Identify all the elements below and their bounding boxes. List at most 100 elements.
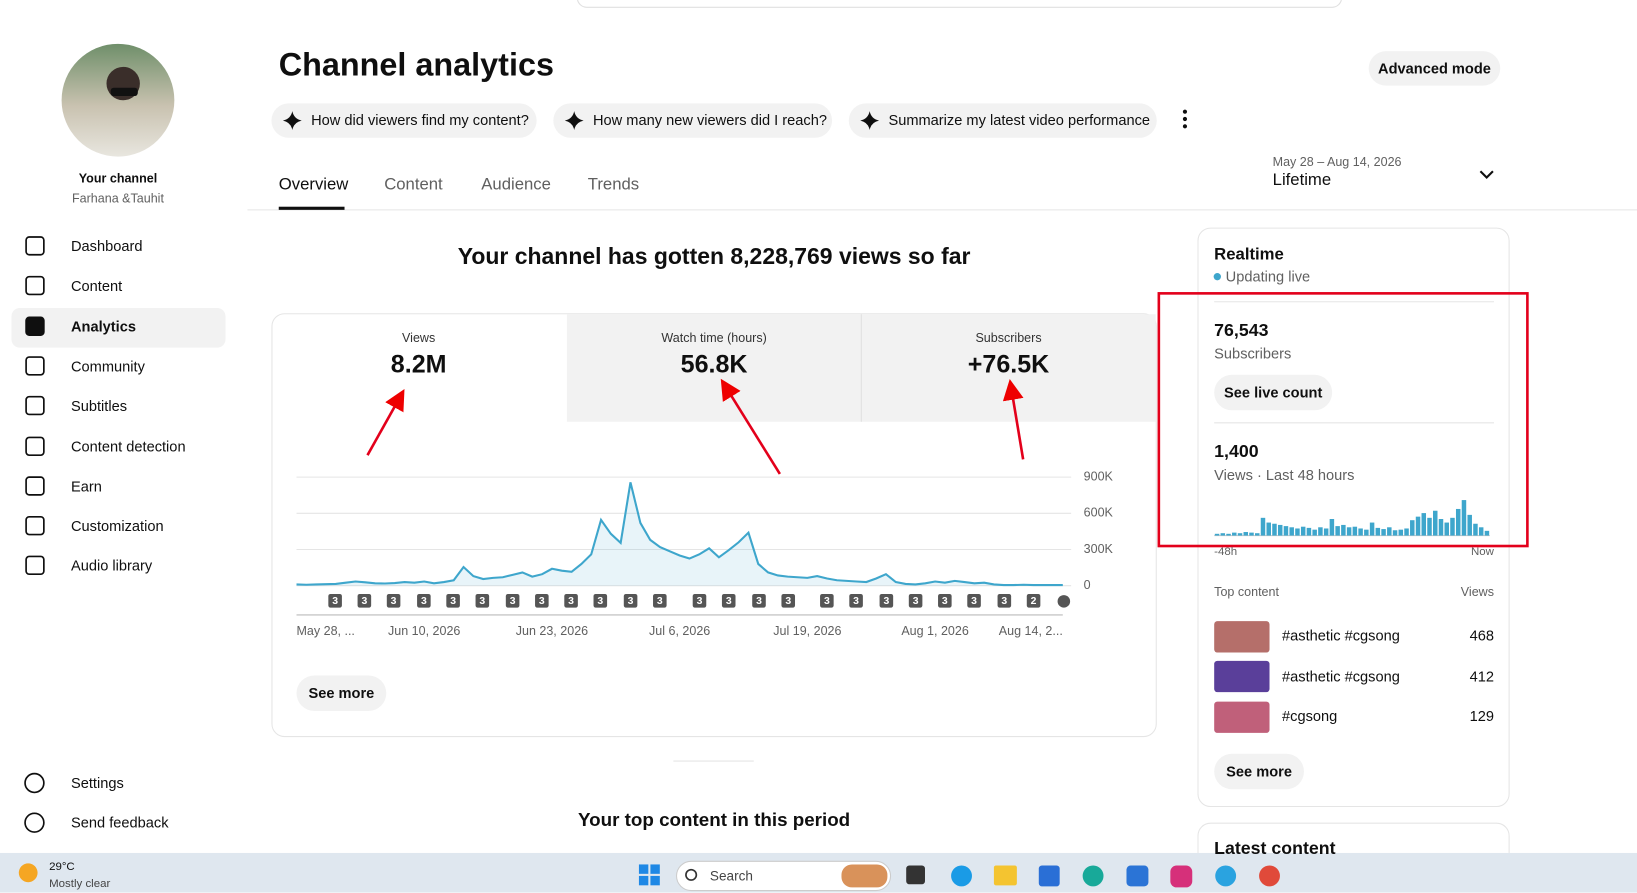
upload-marker[interactable] (564, 594, 578, 608)
metric-value[interactable]: 56.8K (680, 350, 748, 379)
app-icon[interactable] (1038, 865, 1060, 887)
top-content-title[interactable]: #asthetic #cgsong (1282, 667, 1400, 685)
see-more-button-label[interactable]: See more (308, 684, 375, 702)
tab[interactable]: Audience (481, 175, 551, 194)
app-icon[interactable] (1126, 865, 1149, 887)
date-range[interactable]: May 28 – Aug 14, 2026 (1272, 154, 1402, 169)
chip-label[interactable]: Summarize my latest video performance (888, 111, 1151, 128)
date-period[interactable]: Lifetime (1272, 171, 1332, 190)
nav-icon[interactable] (25, 476, 45, 496)
upload-marker[interactable] (623, 594, 638, 608)
advanced-mode-button-label[interactable]: Advanced mode (1378, 59, 1491, 77)
upload-marker[interactable] (505, 594, 520, 608)
chip[interactable] (553, 103, 833, 138)
start-icon[interactable] (638, 864, 649, 874)
live-count-button-label[interactable]: See live count (1224, 383, 1323, 401)
nav-icon[interactable] (24, 772, 45, 794)
nav-item[interactable]: Community (70, 357, 145, 375)
thumbnail[interactable] (1214, 660, 1270, 693)
chip[interactable] (271, 103, 537, 138)
avatar[interactable] (61, 43, 175, 157)
nav-item[interactable]: Analytics (70, 318, 136, 335)
upload-marker[interactable] (328, 594, 342, 608)
upload-marker[interactable] (820, 594, 834, 608)
see-more-button[interactable] (296, 675, 387, 711)
start-icon[interactable] (650, 875, 660, 886)
upload-marker[interactable] (535, 594, 549, 608)
app-icon[interactable] (1215, 865, 1237, 887)
metric-value[interactable]: 8.2M (390, 350, 447, 379)
metric-label[interactable]: Watch time (hours) (661, 330, 767, 346)
upload-marker[interactable] (1026, 594, 1041, 608)
chip-label[interactable]: How did viewers find my content? (311, 111, 529, 128)
nav-item[interactable]: Settings (70, 774, 124, 791)
metric-label[interactable]: Subscribers (975, 330, 1042, 346)
app-icon[interactable] (1082, 865, 1104, 887)
nav-item[interactable]: Dashboard (70, 237, 143, 255)
tab[interactable]: Content (384, 175, 443, 194)
taskbar-search-label[interactable]: Search (709, 867, 753, 884)
nav-icon[interactable] (25, 555, 45, 576)
nav-item[interactable]: Subtitles (70, 397, 128, 415)
live-count-button[interactable] (1214, 374, 1333, 411)
nav-icon[interactable] (25, 436, 45, 457)
kebab-dot[interactable] (1182, 124, 1188, 129)
upload-marker[interactable] (908, 594, 923, 608)
upload-marker[interactable] (1057, 595, 1071, 608)
nav-item[interactable]: Earn (70, 477, 102, 495)
nav-item[interactable]: Content (70, 277, 123, 294)
upload-marker[interactable] (721, 594, 736, 608)
upload-marker[interactable] (475, 594, 490, 608)
upload-marker[interactable] (446, 594, 460, 608)
tab[interactable]: Trends (587, 175, 640, 194)
app-icon[interactable] (993, 865, 1017, 886)
start-icon[interactable] (650, 864, 660, 874)
upload-marker[interactable] (386, 594, 401, 608)
upload-marker[interactable] (752, 594, 766, 608)
tab[interactable]: Overview (278, 175, 349, 194)
nav-item[interactable]: Audio library (70, 557, 153, 574)
nav-icon[interactable] (25, 356, 45, 376)
kebab-dot[interactable] (1182, 109, 1188, 114)
realtime-see-more-label[interactable]: See more (1226, 762, 1292, 780)
chip[interactable] (848, 103, 1157, 138)
metric-label[interactable]: Views (402, 330, 436, 346)
app-icon[interactable] (1259, 865, 1280, 887)
upload-marker[interactable] (967, 594, 981, 608)
upload-marker[interactable] (849, 594, 863, 608)
upload-marker[interactable] (879, 594, 894, 608)
realtime-see-more[interactable] (1214, 753, 1304, 790)
start-icon[interactable] (638, 875, 649, 886)
weather-icon[interactable] (18, 863, 38, 883)
advanced-mode-button[interactable] (1368, 51, 1501, 86)
taskbar-search[interactable] (675, 860, 892, 892)
nav-icon[interactable] (24, 812, 45, 833)
nav-item[interactable]: Customization (70, 517, 164, 535)
nav-item[interactable]: Content detection (70, 438, 186, 455)
nav-icon[interactable] (25, 515, 45, 536)
upload-marker[interactable] (997, 594, 1012, 608)
upload-marker[interactable] (417, 594, 431, 608)
upload-marker[interactable] (357, 594, 372, 608)
nav-icon[interactable] (25, 236, 45, 256)
search-bar[interactable] (577, 0, 1342, 8)
kebab-dot[interactable] (1182, 116, 1188, 122)
upload-marker[interactable] (938, 594, 952, 608)
top-content-title[interactable]: #cgsong (1282, 707, 1338, 725)
metric-value[interactable]: +76.5K (967, 350, 1050, 379)
upload-marker[interactable] (781, 594, 796, 608)
chip-label[interactable]: How many new viewers did I reach? (592, 111, 827, 128)
dropdown-chevron[interactable] (1479, 170, 1494, 179)
nav-icon[interactable] (25, 316, 45, 336)
thumbnail[interactable] (1214, 621, 1270, 653)
thumbnail[interactable] (1214, 701, 1270, 733)
upload-marker[interactable] (593, 594, 608, 608)
app-icon[interactable] (951, 865, 972, 887)
nav-icon[interactable] (25, 275, 45, 296)
app-icon[interactable] (1170, 865, 1193, 888)
upload-marker[interactable] (653, 594, 667, 608)
top-content-title[interactable]: #asthetic #cgsong (1282, 627, 1400, 644)
upload-marker[interactable] (692, 594, 707, 608)
app-icon[interactable] (906, 865, 925, 885)
nav-item[interactable]: Send feedback (70, 813, 169, 831)
